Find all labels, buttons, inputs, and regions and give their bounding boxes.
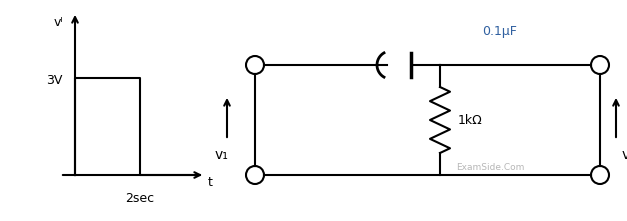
Text: 1kΩ: 1kΩ: [458, 114, 483, 126]
Text: v₁: v₁: [215, 148, 229, 162]
Text: t: t: [208, 175, 213, 189]
Text: 3V: 3V: [46, 74, 62, 86]
Text: vᴵ: vᴵ: [53, 15, 63, 29]
Text: ExamSide.Com: ExamSide.Com: [456, 164, 524, 173]
Text: v₀: v₀: [621, 148, 627, 162]
Text: 2sec: 2sec: [125, 192, 155, 204]
Text: 0.1μF: 0.1μF: [483, 25, 517, 38]
